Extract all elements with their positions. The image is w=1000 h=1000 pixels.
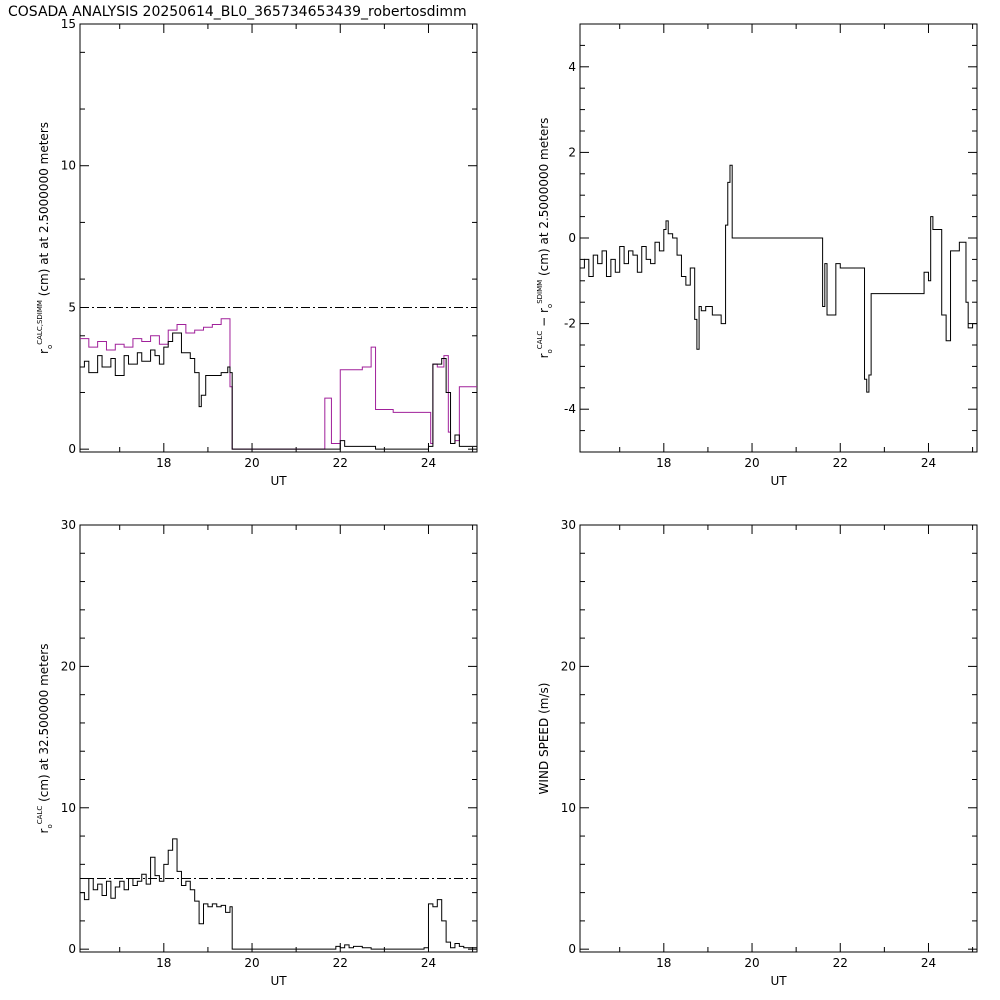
y-tick-label: 30 <box>561 518 576 532</box>
y-tick-label: -2 <box>564 317 576 331</box>
x-tick-label: 18 <box>156 456 171 470</box>
y-label-minus: − <box>537 313 551 331</box>
series-line-0 <box>80 838 477 950</box>
y-tick-label: 2 <box>568 145 576 159</box>
plot-frame <box>79 23 478 453</box>
y-label-sub: o <box>546 304 554 308</box>
x-tick-label: 24 <box>921 956 936 970</box>
y-tick-label: 30 <box>61 518 76 532</box>
x-axis-label: UT <box>770 474 787 488</box>
plot-frame <box>79 524 478 953</box>
y-label-r: r <box>37 828 51 833</box>
x-tick-label: 24 <box>421 956 436 970</box>
x-tick-label: 20 <box>744 456 759 470</box>
x-tick-label: 18 <box>156 956 171 970</box>
y-tick-label: 0 <box>68 442 76 456</box>
y-axis-label: WIND SPEED (m/s) <box>537 683 551 795</box>
y-label-sub: o <box>46 345 54 349</box>
x-tick-label: 20 <box>244 456 259 470</box>
y-label-r: r <box>537 308 551 313</box>
y-axis-label: roCALC − roSDIMM (cm) at 2.5000000 meter… <box>536 118 554 359</box>
y-label-rest: (cm) at 32.500000 meters <box>37 644 51 806</box>
y-label-text: WIND SPEED (m/s) <box>537 683 551 795</box>
y-label-sup: SDIMM <box>536 280 544 304</box>
x-tick-label: 24 <box>921 456 936 470</box>
y-axis-label: roCALC (cm) at 32.500000 meters <box>36 644 54 834</box>
y-tick-label: -4 <box>564 402 576 416</box>
panel-bottom-right: 18 20 22 24 0 10 20 30 UT WIND SPEED (m/s) <box>537 518 978 988</box>
y-tick-label: 20 <box>561 659 576 673</box>
series-line-0 <box>580 164 978 393</box>
plot-frame <box>579 524 978 953</box>
y-label-sup: CALC <box>536 331 544 350</box>
y-label-sup: CALC,SDIMM <box>36 300 44 345</box>
x-tick-label: 22 <box>833 456 848 470</box>
y-label-sub: o <box>46 824 54 828</box>
x-axis-label: UT <box>270 974 287 988</box>
y-tick-label: 5 <box>68 300 76 314</box>
y-tick-label: 4 <box>568 60 576 74</box>
y-label-r: r <box>37 349 51 354</box>
x-axis-label: UT <box>270 474 287 488</box>
x-tick-label: 22 <box>333 956 348 970</box>
series-line-0 <box>80 318 477 450</box>
y-tick-label: 0 <box>68 942 76 956</box>
y-tick-label: 15 <box>61 17 76 31</box>
y-tick-label: 20 <box>61 659 76 673</box>
x-tick-label: 22 <box>333 456 348 470</box>
y-label-sub: o <box>546 349 554 353</box>
figure-title: COSADA ANALYSIS 20250614_BL0_36573465343… <box>8 4 467 20</box>
y-axis-label: roCALC,SDIMM (cm) at at 2.5000000 meters <box>36 122 54 354</box>
x-tick-label: 18 <box>656 956 671 970</box>
y-label-r: r <box>537 353 551 358</box>
y-label-rest: (cm) at at 2.5000000 meters <box>37 122 51 300</box>
y-label-sup: CALC <box>36 806 44 825</box>
x-axis-label: UT <box>770 974 787 988</box>
y-tick-label: 0 <box>568 231 576 245</box>
x-tick-label: 18 <box>656 456 671 470</box>
x-tick-label: 20 <box>244 956 259 970</box>
series-line-1 <box>80 332 477 450</box>
x-tick-label: 22 <box>833 956 848 970</box>
y-label-rest: (cm) at 2.5000000 meters <box>537 118 551 280</box>
x-tick-label: 20 <box>744 956 759 970</box>
y-tick-label: 10 <box>61 159 76 173</box>
y-tick-label: 0 <box>568 942 576 956</box>
y-tick-label: 10 <box>561 801 576 815</box>
panel-bottom-left: 18 20 22 24 0 10 20 30 UT roCALC (cm) at 32.50000… <box>36 518 478 988</box>
y-tick-label: 10 <box>61 801 76 815</box>
x-tick-label: 24 <box>421 456 436 470</box>
panel-top-left: 18 20 22 24 0 5 10 15 UT roCALC,SDIMM (cm) at at … <box>36 17 478 488</box>
